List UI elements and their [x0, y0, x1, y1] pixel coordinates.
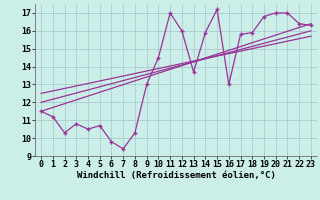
X-axis label: Windchill (Refroidissement éolien,°C): Windchill (Refroidissement éolien,°C) [76, 171, 276, 180]
